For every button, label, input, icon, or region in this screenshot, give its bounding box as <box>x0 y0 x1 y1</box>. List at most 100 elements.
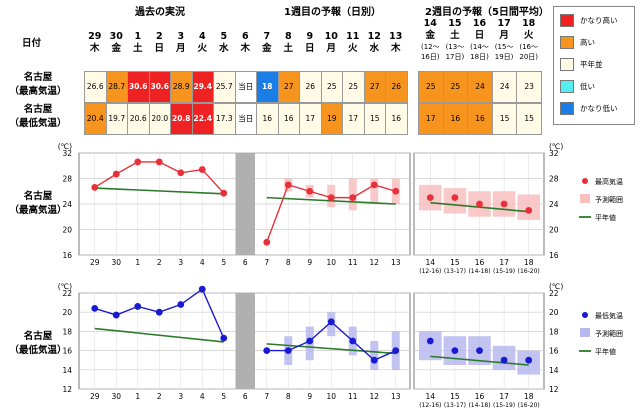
legend-swatch <box>560 58 574 71</box>
x-tick-label: 30 <box>111 258 121 267</box>
legend-label: かなり低い <box>580 104 618 113</box>
x-tick-label: 5 <box>221 392 226 401</box>
normal-line-week2 <box>430 355 529 366</box>
week2-date-part: 火 <box>523 30 534 41</box>
x-tick-label-week2: 15 <box>450 392 460 401</box>
x-tick-label: 6 <box>243 258 248 267</box>
date-header-12: 12 水 <box>364 31 386 55</box>
x-tick-label: 9 <box>307 392 312 401</box>
week2-point <box>476 200 483 208</box>
week2-date-part: 18 <box>522 18 536 29</box>
table-cell-week2: 25 <box>442 71 469 103</box>
date-weekday: 日 <box>304 43 315 54</box>
week2-point <box>500 356 508 364</box>
y-tick-label-right: 18 <box>549 327 559 336</box>
legend-swatch <box>560 80 574 93</box>
x-tick-range-label: (16-20) <box>518 402 540 409</box>
x-tick-label-week2: 14 <box>426 392 436 401</box>
week2-date-range: (13〜 <box>445 43 465 51</box>
legend-series-label: 最低気温 <box>595 311 623 320</box>
table-cell-week2: 16 <box>442 103 469 135</box>
past-point <box>134 158 142 166</box>
y-tick-label-left: 16 <box>62 347 72 356</box>
y-tick-label-left: 20 <box>62 226 72 235</box>
week2-date-range: 16日) <box>420 53 440 61</box>
forecast-point <box>327 194 335 202</box>
x-tick-label: 12 <box>369 258 379 267</box>
x-tick-label: 7 <box>264 258 269 267</box>
chart2-label-kind: （最低気温） <box>9 345 67 356</box>
x-tick-label: 4 <box>200 392 205 401</box>
past-point <box>177 301 185 308</box>
legend-range-label: 予測範囲 <box>595 329 623 338</box>
x-tick-label-week2: 16 <box>475 392 485 401</box>
table-cell: 26 <box>385 71 408 103</box>
week2-date-part: 15 <box>448 18 462 29</box>
past-point <box>155 308 163 316</box>
week2-date-range: (12〜 <box>420 43 440 51</box>
forecast-point <box>263 238 271 246</box>
week2-point <box>426 337 434 345</box>
row-label-min-city: 名古屋 <box>23 104 53 115</box>
date-day: 6 <box>241 31 249 42</box>
week2-date-part: 16 <box>472 18 487 29</box>
date-label: 日付 <box>22 38 42 49</box>
x-tick-label: 3 <box>178 258 183 267</box>
week2-date-part: 14 <box>423 18 437 29</box>
y-tick-label-left: 18 <box>62 327 72 336</box>
x-tick-range-label: (12-16) <box>419 402 441 409</box>
x-tick-range-label: (15-19) <box>493 268 515 275</box>
week2-header-17: 17 月 (15〜 19日) <box>492 18 517 62</box>
x-tick-label: 9 <box>307 258 312 267</box>
x-tick-label-week2: 15 <box>450 258 460 267</box>
chart2-label-city: 名古屋 <box>23 331 53 342</box>
chart1-label-city: 名古屋 <box>23 191 53 202</box>
x-tick-label: 3 <box>178 392 183 401</box>
legend-swatch <box>560 14 574 27</box>
x-tick-label-week2: 18 <box>524 258 534 267</box>
week2-date-part: 月 <box>499 30 509 41</box>
week2-point <box>451 347 459 354</box>
past-point <box>198 166 206 173</box>
date-weekday: 火 <box>197 43 207 54</box>
date-header-11: 11 火 <box>342 31 364 55</box>
normal-line-forecast <box>266 343 396 355</box>
week2-point <box>476 347 483 354</box>
date-weekday: 木 <box>240 43 250 54</box>
week2-date-range: 20日) <box>519 53 538 61</box>
forecast-point <box>392 347 400 354</box>
date-weekday: 金 <box>261 43 272 54</box>
x-tick-label: 30 <box>111 392 121 401</box>
x-tick-label: 1 <box>135 392 140 401</box>
past-point <box>112 170 120 178</box>
week2-header-14: 14 金 (12〜 16日) <box>418 18 443 62</box>
week2-date-part: 土 <box>450 30 460 41</box>
y-tick-label-left: 22 <box>62 289 72 298</box>
x-tick-label: 1 <box>135 258 140 267</box>
week2-date-part: 金 <box>425 30 436 41</box>
table-cell-week2: 16 <box>467 103 493 135</box>
week1-header: 1週目の予報（日別） <box>284 7 381 18</box>
past-point <box>220 334 228 342</box>
legend-label: かなり高い <box>580 16 618 25</box>
date-weekday: 木 <box>89 43 100 54</box>
week2-header-16: 16 日 (14〜 18日) <box>467 18 492 62</box>
week2-date-range: 19日) <box>494 53 514 61</box>
unit-label-right: (℃) <box>549 142 563 151</box>
table-cell-week2: 15 <box>516 103 542 135</box>
x-tick-label-week2: 16 <box>475 258 485 267</box>
y-tick-label-right: 32 <box>549 149 559 158</box>
x-tick-range-label: (16-20) <box>518 268 540 275</box>
legend-label: 高い <box>580 38 595 47</box>
row-label-min: 名古屋 （最低気温） <box>8 103 68 131</box>
x-tick-label: 8 <box>286 392 291 401</box>
x-tick-label: 2 <box>157 392 162 401</box>
x-tick-range-label: (13-17) <box>444 268 466 275</box>
legend-swatch <box>560 102 574 115</box>
